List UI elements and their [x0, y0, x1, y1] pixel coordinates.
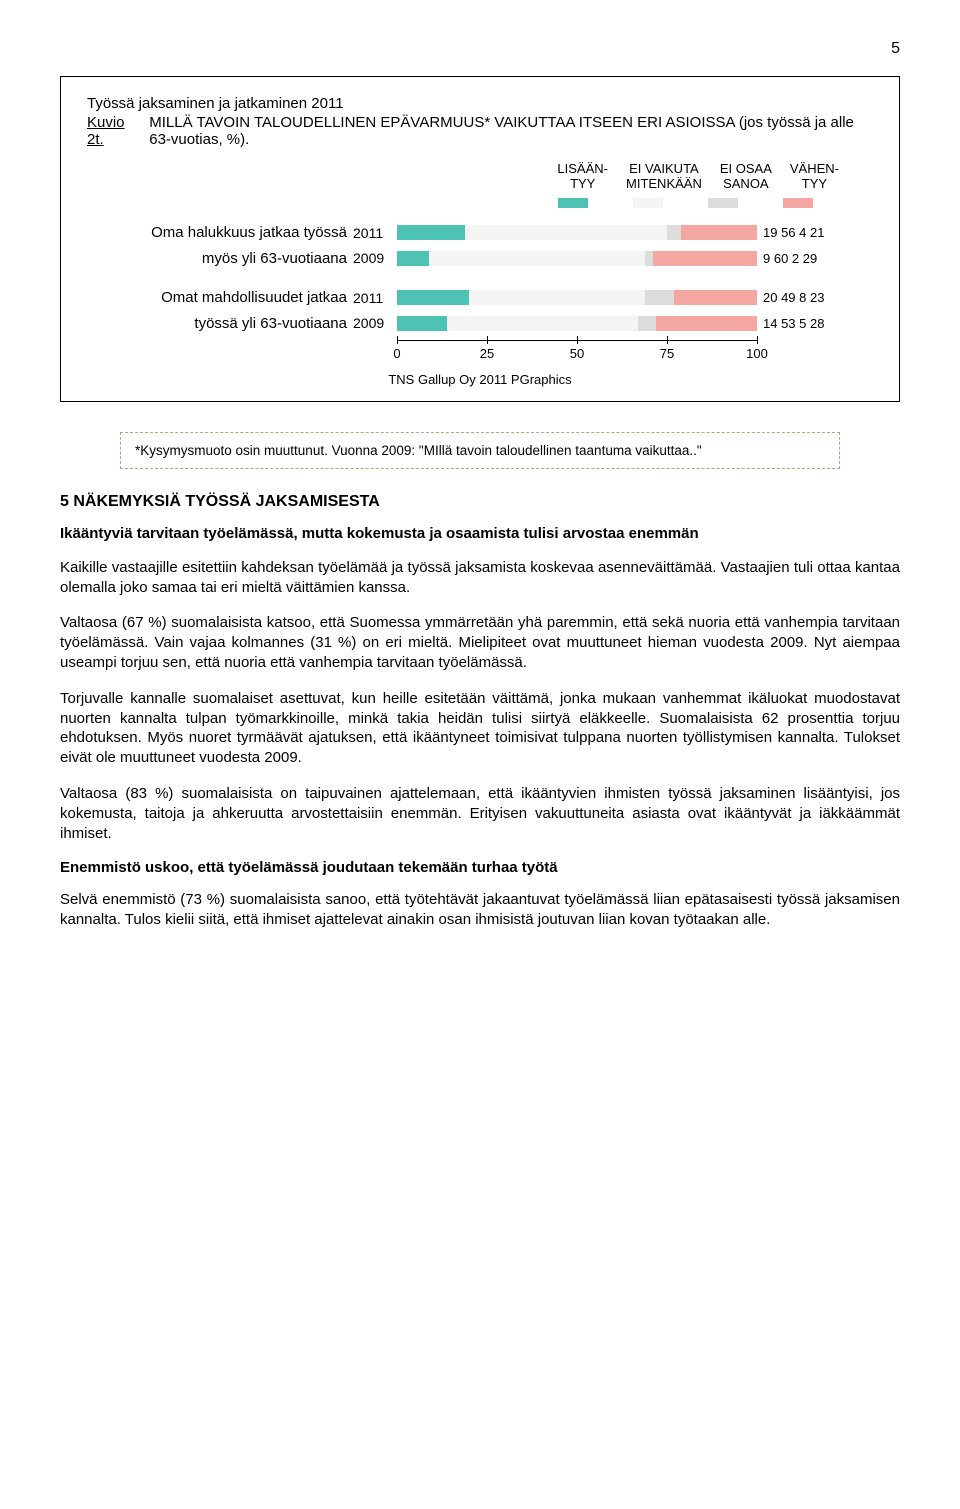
bar-segment [645, 251, 652, 266]
legend-label: LISÄÄN-TYY [557, 162, 608, 192]
row-year: 2009 [353, 250, 397, 266]
row-values: 14 53 5 28 [757, 316, 824, 331]
row-label: myös yli 63-vuotiaana [87, 250, 353, 267]
legend-swatch [558, 198, 588, 208]
bar-segment [429, 251, 645, 266]
chart-legend-swatches [87, 198, 873, 208]
bar-segment [674, 290, 757, 305]
axis-tick-label: 75 [660, 346, 674, 361]
chart-row: Oma halukkuus jatkaa työssä2011 19 56 4 2… [87, 224, 873, 242]
legend-label: EI VAIKUTAMITENKÄÄN [626, 162, 702, 192]
body-paragraph: Valtaosa (83 %) suomalaisista on taipuva… [60, 784, 900, 843]
bar-segment [397, 316, 447, 331]
legend-swatch [708, 198, 738, 208]
chart-row: Omat mahdollisuudet jatkaa2011 20 49 8 23 [87, 289, 873, 307]
chart-row: myös yli 63-vuotiaana2009 9 60 2 29 [87, 250, 873, 267]
footnote-box: *Kysymysmuoto osin muuttunut. Vuonna 200… [120, 432, 840, 469]
chart-title: MILLÄ TAVOIN TALOUDELLINEN EPÄVARMUUS* V… [149, 114, 873, 148]
body-paragraph: Kaikille vastaajille esitettiin kahdeksa… [60, 558, 900, 598]
bar-segment [656, 316, 757, 331]
sub-heading: Enemmistö uskoo, että työelämässä joudut… [60, 859, 900, 876]
bar-segment [667, 225, 681, 240]
row-values: 20 49 8 23 [757, 290, 824, 305]
chart-source: TNS Gallup Oy 2011 PGraphics [87, 372, 873, 387]
chart-legend: LISÄÄN-TYY EI VAIKUTAMITENKÄÄN EI OSAASANO… [87, 162, 873, 192]
axis-tick-label: 25 [480, 346, 494, 361]
intro-paragraph: Ikääntyviä tarvitaan työelämässä, mutta … [60, 525, 900, 542]
bar-track [397, 316, 757, 331]
bar-segment [645, 290, 674, 305]
bar-track [397, 225, 757, 240]
row-label: Oma halukkuus jatkaa työssä [87, 224, 353, 242]
bar-segment [397, 225, 465, 240]
legend-label: EI OSAASANOA [720, 162, 772, 192]
chart-container: Työssä jaksaminen ja jatkaminen 2011 Kuv… [60, 76, 900, 402]
section-heading: 5 NÄKEMYKSIÄ TYÖSSÄ JAKSAMISESTA [60, 493, 900, 511]
row-values: 19 56 4 21 [757, 225, 824, 240]
legend-label: VÄHEN-TYY [790, 162, 839, 192]
body-paragraph: Torjuvalle kannalle suomalaiset asettuva… [60, 689, 900, 768]
bar-segment [638, 316, 656, 331]
bar-segment [397, 290, 469, 305]
bar-segment [653, 251, 757, 266]
body-paragraph: Selvä enemmistö (73 %) suomalaisista san… [60, 890, 900, 930]
row-values: 9 60 2 29 [757, 251, 817, 266]
bar-track [397, 251, 757, 266]
bar-segment [397, 251, 429, 266]
legend-swatch [633, 198, 663, 208]
row-year: 2009 [353, 315, 397, 331]
row-year: 2011 [353, 225, 397, 241]
axis-tick-label: 50 [570, 346, 584, 361]
chart-header: Työssä jaksaminen ja jatkaminen 2011 [87, 95, 873, 112]
chart-body: Oma halukkuus jatkaa työssä201119 56 4 2… [87, 224, 873, 332]
row-label: työssä yli 63-vuotiaana [87, 315, 353, 332]
chart-kuvio-label: Kuvio 2t. [87, 114, 139, 148]
body-paragraph: Valtaosa (67 %) suomalaisista katsoo, et… [60, 613, 900, 672]
row-label: Omat mahdollisuudet jatkaa [87, 289, 353, 307]
bar-track [397, 290, 757, 305]
bar-segment [681, 225, 757, 240]
legend-swatch [783, 198, 813, 208]
axis-tick-label: 100 [746, 346, 768, 361]
bar-segment [465, 225, 667, 240]
bar-segment [447, 316, 638, 331]
chart-axis: 0255075100 [397, 340, 757, 366]
chart-row: työssä yli 63-vuotiaana2009 14 53 5 28 [87, 315, 873, 332]
page-number: 5 [60, 40, 900, 58]
row-year: 2011 [353, 290, 397, 306]
axis-tick-label: 0 [393, 346, 400, 361]
bar-segment [469, 290, 645, 305]
